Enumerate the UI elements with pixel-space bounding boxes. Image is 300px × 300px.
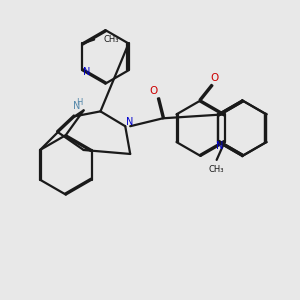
Text: N: N <box>216 141 223 151</box>
Text: CH₃: CH₃ <box>103 35 118 44</box>
Text: O: O <box>150 85 158 96</box>
Text: O: O <box>210 73 218 83</box>
Text: N: N <box>73 101 80 111</box>
Text: H: H <box>76 98 83 107</box>
Text: N: N <box>82 67 90 77</box>
Text: N: N <box>125 117 133 127</box>
Text: CH₃: CH₃ <box>209 165 224 174</box>
